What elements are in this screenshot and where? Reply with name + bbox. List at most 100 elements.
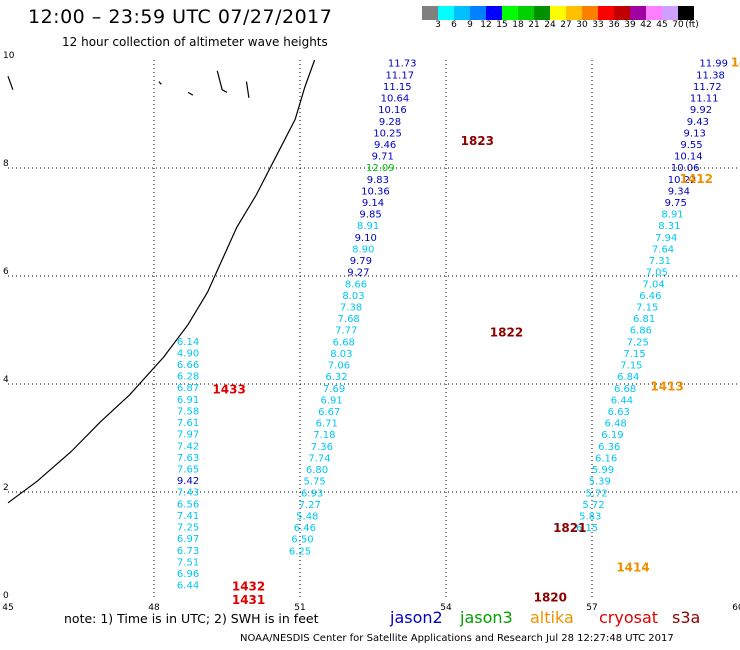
wave-height-label: 7.61 <box>177 418 199 429</box>
wave-height-label: 6.25 <box>289 546 311 557</box>
wave-height-label: 9.46 <box>374 140 396 151</box>
wave-height-label: 5.39 <box>589 477 611 488</box>
color-scale-swatch <box>550 6 566 20</box>
wave-height-label: 7.36 <box>311 442 333 453</box>
legend-cryosat: cryosat <box>599 608 659 627</box>
wave-height-label: 6.28 <box>177 372 199 383</box>
wave-height-label: 6.44 <box>177 581 199 592</box>
wave-height-label: 6.14 <box>177 337 199 348</box>
color-scale-label: 39 <box>624 20 636 30</box>
pass-time-label: 141 <box>731 56 740 70</box>
wave-height-label: 11.72 <box>693 82 722 93</box>
wave-height-label: 6.46 <box>294 523 316 534</box>
color-scale-labels: 3 6 9 12 15 18 21 24 27 30 33 36 39 42 45 70 (ft) <box>422 20 726 34</box>
island-outline <box>7 75 14 90</box>
wave-height-label: 6.87 <box>177 383 199 394</box>
wave-height-label: 6.71 <box>316 419 338 430</box>
pass-time-label: 1412 <box>680 172 713 186</box>
wave-height-label: 7.15 <box>636 303 658 314</box>
wave-height-label: 7.65 <box>177 465 199 476</box>
wave-height-label: 8.91 <box>357 221 379 232</box>
wave-height-label: 5.99 <box>592 465 614 476</box>
island-outline <box>187 91 194 96</box>
page-title: 12:00 – 23:59 UTC 07/27/2017 <box>28 6 333 28</box>
legend: note: 1) Time is in UTC; 2) SWH is in fe… <box>0 608 740 632</box>
wave-height-label: 7.94 <box>655 233 677 244</box>
wave-height-label: 7.42 <box>177 441 199 452</box>
wave-height-label: 7.77 <box>335 326 357 337</box>
wave-height-label: 10.25 <box>373 128 402 139</box>
latitude-tick-label: 0 <box>3 591 9 601</box>
wave-height-label: 6.68 <box>333 337 355 348</box>
color-scale-label: 9 <box>467 20 473 30</box>
wave-height-label: 7.04 <box>642 279 664 290</box>
wave-height-label: 9.43 <box>687 117 709 128</box>
color-scale-swatch <box>662 6 678 20</box>
color-scale-swatch <box>486 6 502 20</box>
wave-height-label: 10.22 <box>668 175 697 186</box>
wave-height-label: 6.56 <box>177 499 199 510</box>
wave-height-label: 10.36 <box>361 186 390 197</box>
color-scale-label: 15 <box>496 20 508 30</box>
wave-height-label: 6.97 <box>177 534 199 545</box>
color-scale-label: 24 <box>544 20 556 30</box>
color-scale-label: 33 <box>592 20 604 30</box>
wave-height-label: 7.15 <box>620 361 642 372</box>
wave-height-label: 6.91 <box>321 395 343 406</box>
wave-height-label: 7.64 <box>652 244 674 255</box>
wave-height-label: 9.14 <box>362 198 384 209</box>
color-scale-swatch <box>646 6 662 20</box>
wave-height-label: 9.55 <box>680 140 702 151</box>
coastline <box>7 59 316 504</box>
color-scale-unit: (ft) <box>685 20 699 30</box>
color-scale-swatch <box>534 6 550 20</box>
color-scale-swatch <box>438 6 454 20</box>
wave-height-label: 9.27 <box>347 268 369 279</box>
legend-jason2: jason2 <box>390 608 443 627</box>
latitude-tick-label: 2 <box>3 483 9 493</box>
color-scale-label: 12 <box>480 20 492 30</box>
latitude-tick-label: 4 <box>3 375 9 385</box>
pass-time-label: 1823 <box>461 134 494 148</box>
wave-height-label: 5.48 <box>296 511 318 522</box>
color-scale-label: 6 <box>451 20 457 30</box>
wave-height-label: 6.80 <box>306 465 328 476</box>
color-scale-label: 3 <box>435 20 441 30</box>
wave-height-label: 7.27 <box>299 500 321 511</box>
wave-height-label: 8.91 <box>661 210 683 221</box>
wave-height-label: 6.86 <box>630 326 652 337</box>
wave-height-label: 10.64 <box>381 94 410 105</box>
wave-height-label: 9.28 <box>379 117 401 128</box>
longitude-tick-label: 51 <box>294 603 305 610</box>
color-scale-swatch <box>470 6 486 20</box>
color-scale-swatch <box>614 6 630 20</box>
color-scale-bar <box>422 6 694 20</box>
color-scale-label: 42 <box>640 20 652 30</box>
wave-height-label: 10.14 <box>674 152 703 163</box>
color-scale-label: 70 <box>672 20 684 30</box>
wave-height-label: 8.66 <box>345 279 367 290</box>
wave-height-label: 7.74 <box>308 453 330 464</box>
wave-height-label: 9.10 <box>355 233 377 244</box>
color-scale-swatch <box>678 6 694 20</box>
wave-height-label: 8.31 <box>658 221 680 232</box>
color-scale-swatch <box>630 6 646 20</box>
wave-height-label: 6.16 <box>595 453 617 464</box>
wave-height-label: 6.44 <box>611 395 633 406</box>
wave-height-label: 11.15 <box>383 82 412 93</box>
color-scale-label: 36 <box>608 20 620 30</box>
wave-height-label: 7.15 <box>623 349 645 360</box>
latitude-tick-label: 8 <box>3 159 9 169</box>
color-scale-swatch <box>502 6 518 20</box>
wave-height-label: 9.42 <box>177 476 199 487</box>
pass-time-label: 1413 <box>650 380 683 394</box>
color-scale-swatch <box>566 6 582 20</box>
pass-time-label: 1414 <box>616 561 649 575</box>
wave-height-label: 6.15 <box>576 523 598 534</box>
wave-height-label: 6.46 <box>639 291 661 302</box>
legend-altika: altika <box>530 608 574 627</box>
latitude-tick-label: 6 <box>3 267 9 277</box>
wave-height-label: 7.69 <box>323 384 345 395</box>
wave-height-label: 7.05 <box>646 268 668 279</box>
pass-time-label: 1820 <box>534 590 567 604</box>
